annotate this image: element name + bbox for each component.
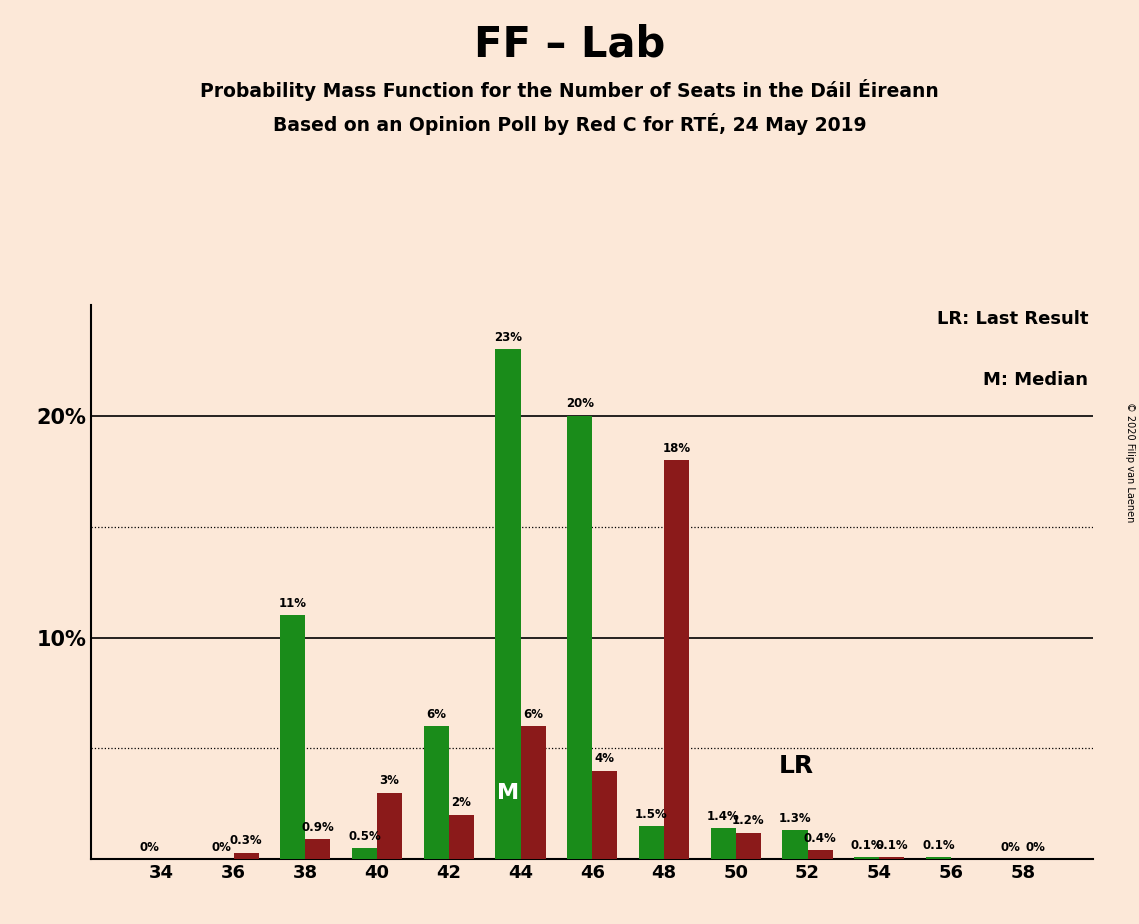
Text: 4%: 4%: [595, 752, 615, 765]
Text: 0%: 0%: [1000, 841, 1021, 854]
Bar: [305, 839, 330, 859]
Bar: [736, 833, 761, 859]
Bar: [879, 857, 904, 859]
Text: © 2020 Filip van Laenen: © 2020 Filip van Laenen: [1125, 402, 1134, 522]
Text: Probability Mass Function for the Number of Seats in the Dáil Éireann: Probability Mass Function for the Number…: [200, 79, 939, 101]
Bar: [926, 857, 951, 859]
Bar: [377, 793, 402, 859]
Text: Based on an Opinion Poll by Red C for RTÉ, 24 May 2019: Based on an Opinion Poll by Red C for RT…: [272, 113, 867, 135]
Bar: [424, 726, 449, 859]
Text: LR: LR: [779, 754, 814, 778]
Text: 11%: 11%: [279, 597, 306, 610]
Text: FF – Lab: FF – Lab: [474, 23, 665, 65]
Text: 0.1%: 0.1%: [876, 839, 908, 852]
Bar: [449, 815, 474, 859]
Bar: [711, 828, 736, 859]
Bar: [782, 831, 808, 859]
Text: M: M: [497, 783, 519, 803]
Text: 1.2%: 1.2%: [732, 814, 764, 827]
Text: 0.1%: 0.1%: [923, 839, 954, 852]
Text: M: Median: M: Median: [983, 371, 1089, 389]
Bar: [567, 416, 592, 859]
Bar: [233, 853, 259, 859]
Bar: [495, 349, 521, 859]
Text: 0.3%: 0.3%: [230, 834, 262, 847]
Text: 6%: 6%: [523, 708, 543, 721]
Text: 23%: 23%: [494, 331, 522, 344]
Bar: [854, 857, 879, 859]
Text: 1.3%: 1.3%: [779, 812, 811, 825]
Text: 0.4%: 0.4%: [804, 832, 836, 845]
Bar: [664, 460, 689, 859]
Text: 1.4%: 1.4%: [707, 809, 739, 822]
Text: 0.5%: 0.5%: [349, 830, 380, 843]
Text: 0%: 0%: [211, 841, 231, 854]
Text: 18%: 18%: [663, 442, 690, 455]
Bar: [592, 771, 617, 859]
Text: 20%: 20%: [566, 397, 593, 410]
Bar: [521, 726, 546, 859]
Text: 0.1%: 0.1%: [851, 839, 883, 852]
Text: 0%: 0%: [139, 841, 159, 854]
Bar: [280, 615, 305, 859]
Text: 0%: 0%: [1025, 841, 1046, 854]
Bar: [639, 826, 664, 859]
Text: 1.5%: 1.5%: [636, 808, 667, 821]
Text: LR: Last Result: LR: Last Result: [937, 310, 1089, 328]
Bar: [808, 850, 833, 859]
Text: 0.9%: 0.9%: [302, 821, 334, 833]
Text: 3%: 3%: [379, 774, 400, 787]
Text: 2%: 2%: [451, 796, 472, 809]
Text: 6%: 6%: [426, 708, 446, 721]
Bar: [352, 848, 377, 859]
